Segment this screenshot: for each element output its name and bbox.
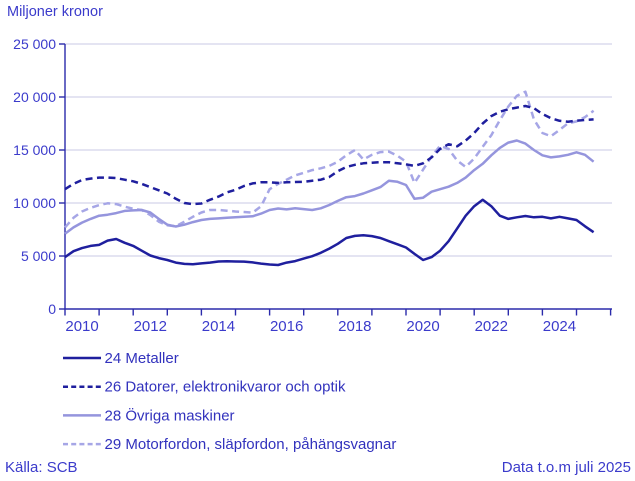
y-tick-label: 5 000 — [21, 248, 56, 264]
x-tick-label: 2020 — [406, 318, 439, 335]
x-tick-label: 2014 — [202, 318, 235, 335]
y-tick-labels: 0 5 000 10 000 15 000 20 000 25 000 — [13, 36, 56, 317]
y-tick-label: 20 000 — [13, 89, 56, 105]
y-tick-label: 15 000 — [13, 142, 56, 158]
x-tick-labels: 2010 2012 2014 2016 2018 2020 2022 2024 — [65, 318, 576, 335]
x-tick-label: 2018 — [338, 318, 371, 335]
x-tick-label: 2022 — [475, 318, 508, 335]
x-tick-label: 2010 — [65, 318, 98, 335]
legend-item-28-ovriga-maskiner: 28 Övriga maskiner — [63, 406, 235, 424]
y-tick-label: 0 — [48, 301, 56, 317]
series-line-24-metaller — [64, 198, 595, 267]
x-tick-label: 2012 — [134, 318, 167, 335]
series-line-29-motorfordon-slapfordon-pahangsvagnar — [64, 90, 595, 229]
data-through-label: Data t.o.m juli 2025 — [502, 459, 631, 476]
source-label: Källa: SCB — [5, 459, 78, 476]
legend-item-24-metaller: 24 Metaller — [63, 350, 179, 367]
y-tick-label: 25 000 — [13, 36, 56, 52]
y-gridlines — [65, 43, 612, 257]
legend-label: 24 Metaller — [105, 350, 179, 367]
series-line-28-ovriga-maskiner — [64, 139, 595, 235]
axes — [59, 43, 612, 316]
legend-label: 26 Datorer, elektronikvaror och optik — [105, 379, 346, 396]
y-tick-label: 10 000 — [13, 195, 56, 211]
legend-item-26-datorer-elektronikvaror-och-optik: 26 Datorer, elektronikvaror och optik — [63, 379, 346, 396]
legend-label: 29 Motorfordon, släpfordon, påhängsvagna… — [105, 436, 397, 453]
x-tick-label: 2024 — [543, 318, 576, 335]
legend: 24 Metaller 26 Datorer, elektronikvaror o… — [63, 350, 396, 453]
x-tick-label: 2016 — [270, 318, 303, 335]
series-line-26-datorer-elektronikvaror-och-optik — [64, 104, 594, 206]
series-lines — [64, 90, 595, 267]
legend-item-29-motorfordon-slapfordon-pahangsvagnar: 29 Motorfordon, släpfordon, påhängsvagna… — [63, 436, 396, 453]
chart-title: Miljoner kronor — [7, 4, 103, 20]
legend-label: 28 Övriga maskiner — [105, 406, 235, 424]
